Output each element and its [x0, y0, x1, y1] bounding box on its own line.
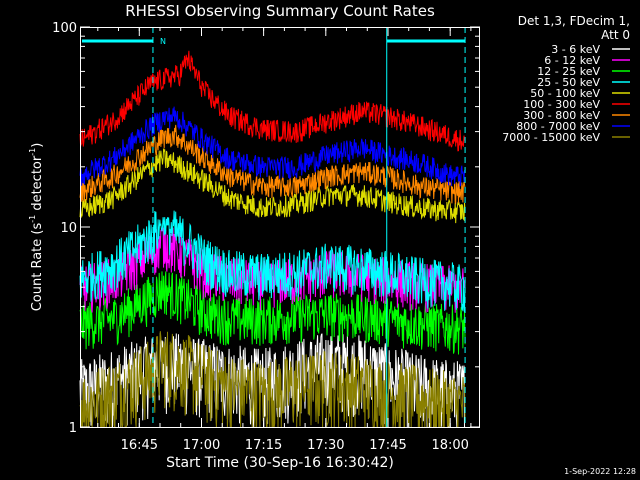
legend-label: 25 - 50 keV: [537, 76, 600, 89]
y-tick-label: 10: [60, 221, 77, 236]
legend-header-line1: Det 1,3, FDecim 1,: [518, 14, 630, 28]
series-6-12-kev: [79, 220, 466, 313]
legend-label: 300 - 800 keV: [523, 109, 600, 122]
timestamp: 1-Sep-2022 12:28: [564, 467, 636, 476]
series-line: [79, 210, 466, 313]
y-label-part1: Count Rate (s: [30, 223, 45, 312]
series-layer: [79, 50, 466, 428]
legend-item: 100 - 300 keV: [523, 98, 630, 111]
plot-area: 16:45 17:00 17:15 17:30 17:45 18:00 1 10 100: [52, 21, 480, 453]
tick-layer: 16:45 17:00 17:15 17:30 17:45 18:00 1 10 100: [52, 21, 480, 453]
legend-label: 3 - 6 keV: [551, 43, 600, 56]
legend-label: 7000 - 15000 keV: [502, 131, 600, 144]
series-50-100-kev: [79, 148, 466, 224]
legend-item: 800 - 7000 keV: [516, 120, 630, 133]
series-800-7000-kev: [79, 106, 466, 187]
series-7000-15000-kev: [79, 331, 466, 428]
night-marker-label: N: [160, 37, 166, 46]
legend-item: 7000 - 15000 keV: [502, 131, 630, 144]
series-100-300-kev: [79, 50, 466, 152]
x-axis-label: Start Time (30-Sep-16 16:30:42): [166, 455, 394, 471]
series-line: [79, 124, 466, 205]
x-tick-label: 17:00: [183, 438, 220, 453]
y-label-exp1: -1: [28, 215, 37, 223]
legend-item: 50 - 100 keV: [530, 87, 630, 100]
series-12-25-kev: [79, 271, 466, 355]
x-tick-label: 17:30: [307, 438, 344, 453]
series-line: [79, 50, 466, 152]
y-tick-label: 100: [52, 21, 77, 36]
series-line: [79, 148, 466, 224]
marker-layer: [82, 27, 466, 427]
x-tick-label: 17:45: [369, 438, 406, 453]
x-tick-label: 16:45: [121, 438, 158, 453]
legend-item: 6 - 12 keV: [544, 54, 630, 67]
y-label-part2: detector: [30, 155, 45, 215]
legend-header-line2: Att 0: [601, 28, 630, 42]
series-300-800-kev: [79, 124, 466, 205]
series-line: [79, 331, 466, 428]
legend-label: 6 - 12 keV: [544, 54, 600, 67]
y-label-exp2: -1: [28, 148, 37, 156]
legend-item: 12 - 25 keV: [537, 65, 630, 78]
legend-label: 12 - 25 keV: [537, 65, 600, 78]
chart-title: RHESSI Observing Summary Count Rates: [125, 2, 435, 20]
y-axis-label: Count Rate (s-1 detector-1): [28, 143, 45, 312]
series-line: [79, 106, 466, 187]
legend-item: 25 - 50 keV: [537, 76, 630, 89]
legend-item: 300 - 800 keV: [523, 109, 630, 122]
x-tick-label: 17:15: [245, 438, 282, 453]
series-line: [79, 271, 466, 355]
legend-item: 3 - 6 keV: [551, 43, 630, 56]
y-tick-label: 1: [69, 421, 77, 436]
legend-label: 50 - 100 keV: [530, 87, 600, 100]
series-line: [79, 220, 466, 313]
y-label-part3: ): [30, 143, 45, 148]
x-tick-label: 18:00: [431, 438, 468, 453]
legend-label: 800 - 7000 keV: [516, 120, 600, 133]
legend-label: 100 - 300 keV: [523, 98, 600, 111]
series-25-50-kev: [79, 210, 466, 313]
